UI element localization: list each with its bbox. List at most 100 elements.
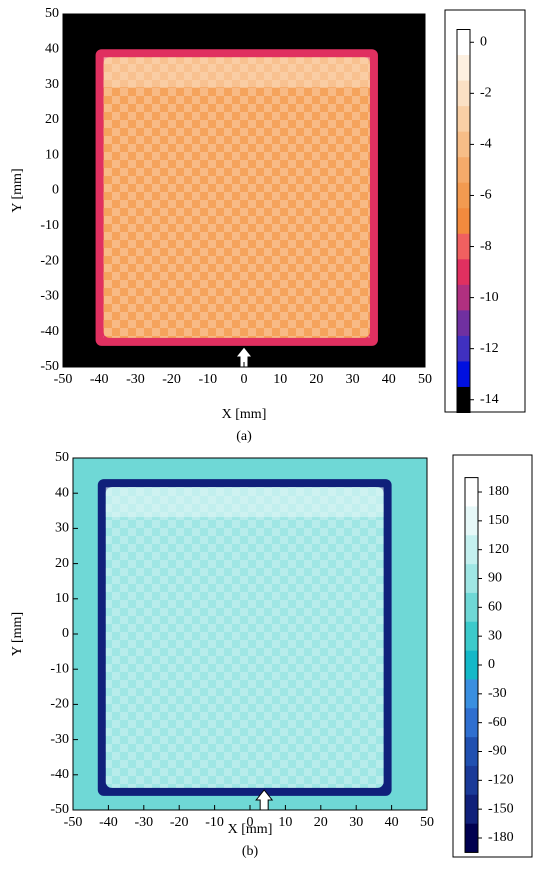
x-tick-label: -30	[126, 372, 145, 387]
x-tick-label: -40	[90, 372, 109, 387]
x-tick-label: -50	[64, 815, 83, 830]
colorbar-bin	[465, 708, 478, 738]
x-tick-label: -40	[99, 815, 118, 830]
y-tick-label: -10	[40, 218, 59, 233]
x-tick-label: -20	[162, 372, 181, 387]
y-tick-label: 40	[45, 42, 59, 57]
colorbar-bin	[457, 284, 470, 311]
y-tick-label: 20	[45, 112, 59, 127]
y-tick-label: 0	[52, 183, 59, 198]
x-axis-label: X [mm]	[228, 822, 273, 837]
y-axis-label: Y [mm]	[10, 612, 25, 656]
y-tick-label: 30	[45, 77, 59, 92]
y-tick-label: -40	[40, 324, 59, 339]
x-tick-label: 30	[346, 372, 360, 387]
colorbar-bin	[457, 335, 470, 362]
colorbar-tick-label: -30	[488, 686, 507, 701]
colorbar-bin	[465, 535, 478, 565]
x-tick-label: 0	[247, 815, 254, 830]
y-tick-label: 10	[45, 147, 59, 162]
colorbar-tick-label: -2	[480, 86, 492, 101]
colorbar-bin	[465, 794, 478, 824]
colorbar-bin	[457, 157, 470, 183]
colorbar-bin	[465, 823, 478, 853]
colorbar-bin	[465, 477, 478, 507]
x-tick-label: 50	[420, 815, 434, 830]
y-tick-label: 0	[62, 626, 69, 641]
colorbar-bin	[465, 679, 478, 709]
y-axis-label: Y [mm]	[10, 168, 25, 212]
y-tick-label: -20	[50, 697, 69, 712]
colorbar-bin	[457, 310, 470, 337]
colorbar-bin	[465, 737, 478, 767]
colorbar-tick-label: -60	[488, 715, 507, 730]
x-tick-label: -50	[54, 372, 73, 387]
colorbar-bin	[457, 106, 470, 132]
colorbar-tick-label: 30	[488, 628, 502, 643]
x-tick-label: -30	[134, 815, 153, 830]
plate-texture	[105, 487, 384, 788]
colorbar-bin	[457, 29, 470, 56]
colorbar-tick-label: 60	[488, 600, 502, 615]
colorbar-bin	[465, 650, 478, 680]
x-tick-label: 30	[349, 815, 363, 830]
colorbar-bin	[465, 765, 478, 796]
colorbar-tick-label: -6	[480, 188, 492, 203]
y-tick-label: -30	[50, 732, 69, 747]
y-tick-label: 20	[55, 556, 69, 571]
arrow	[234, 346, 254, 368]
plate-highlight	[103, 57, 370, 88]
y-tick-label: -50	[40, 359, 59, 374]
colorbar-tick-label: -12	[480, 341, 499, 356]
colorbar-bin	[457, 361, 470, 388]
colorbar-frame	[452, 454, 533, 858]
x-axis-label: X [mm]	[222, 407, 267, 422]
colorbar-tick-label: -8	[480, 239, 492, 254]
colorbar-tick-label: -150	[488, 801, 514, 816]
colorbar-tick-label: -4	[480, 137, 492, 152]
x-tick-label: 0	[241, 372, 248, 387]
caption: (a)	[236, 429, 252, 444]
x-tick-label: 20	[314, 815, 328, 830]
colorbar-bin	[457, 131, 470, 158]
y-tick-label: -40	[50, 767, 69, 782]
y-tick-label: 50	[55, 450, 69, 465]
plate-highlight	[105, 487, 384, 518]
x-tick-label: 50	[418, 372, 432, 387]
colorbar-outline	[456, 29, 471, 413]
colorbar-tick-label: 0	[480, 34, 487, 49]
colorbar-bin	[457, 182, 470, 209]
caption: (b)	[242, 844, 259, 859]
x-tick-label: -20	[170, 815, 189, 830]
arrow	[255, 789, 274, 811]
colorbar-tick-label: 180	[488, 484, 509, 499]
colorbar-tick-label: 120	[488, 542, 509, 557]
colorbar-tick-label: -90	[488, 744, 507, 759]
colorbar-tick-label: 150	[488, 513, 509, 528]
colorbar-bin	[457, 259, 470, 286]
colorbar-tick-label: 90	[488, 571, 502, 586]
colorbar-bin	[457, 233, 470, 260]
colorbar-bin	[457, 386, 470, 413]
x-tick-label: -10	[205, 815, 224, 830]
colorbar-frame	[444, 9, 526, 413]
x-tick-label: -10	[198, 372, 217, 387]
x-tick-label: 40	[385, 815, 399, 830]
y-tick-label: 30	[55, 521, 69, 536]
colorbar-bin	[465, 506, 478, 536]
colorbar-bin	[457, 80, 470, 107]
y-tick-label: 40	[55, 485, 69, 500]
x-tick-label: 10	[273, 372, 287, 387]
colorbar-tick-label: -10	[480, 290, 499, 305]
colorbar-bin	[457, 55, 470, 81]
colorbar-tick-label: -180	[488, 830, 514, 845]
colorbar-bin	[465, 564, 478, 594]
y-tick-label: -20	[40, 253, 59, 268]
y-tick-label: -50	[50, 802, 69, 817]
colorbar-tick-label: -14	[480, 392, 499, 407]
x-tick-label: 20	[309, 372, 323, 387]
x-tick-label: 40	[382, 372, 396, 387]
colorbar-bin	[465, 621, 478, 651]
y-tick-label: -10	[50, 661, 69, 676]
